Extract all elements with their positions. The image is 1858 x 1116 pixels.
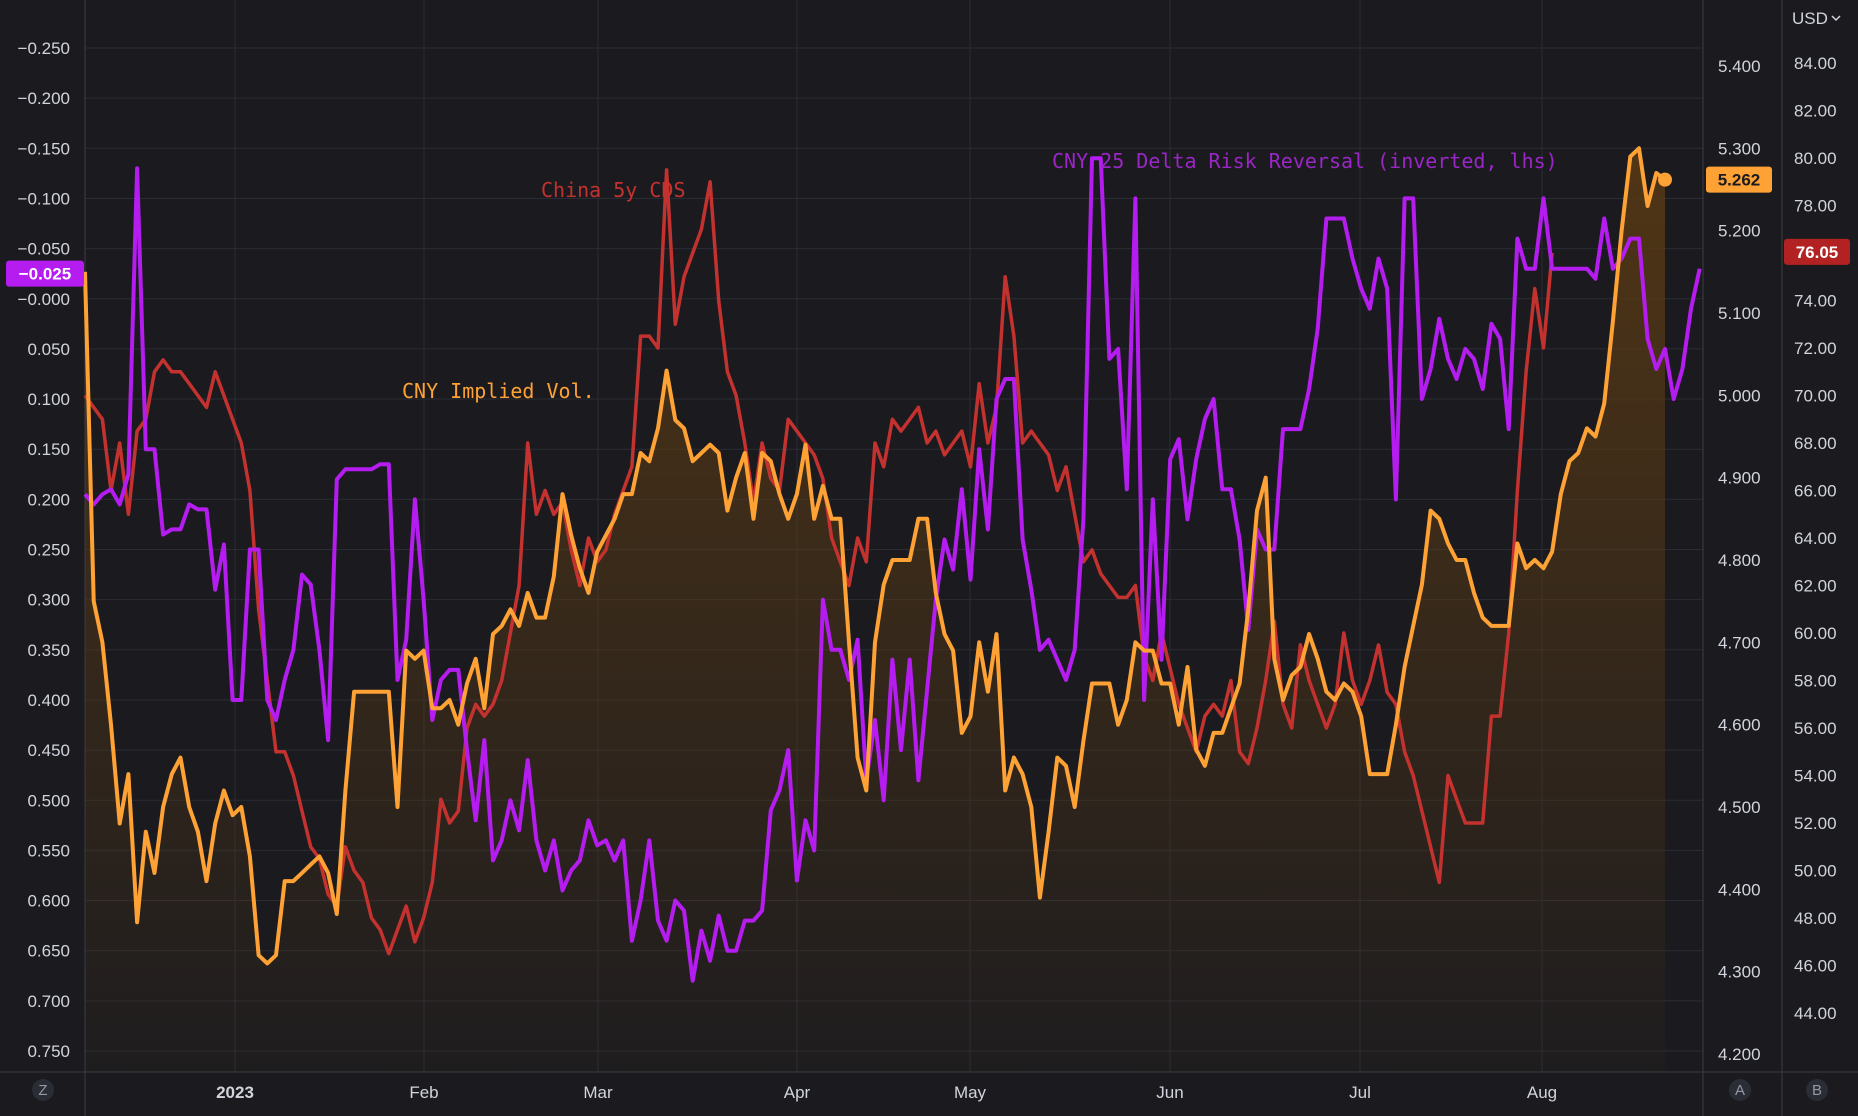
right-outer-tick-label: 68.00 — [1794, 434, 1837, 453]
right-outer-tick-label: 82.00 — [1794, 102, 1837, 121]
scale-mode-z-button[interactable]: Z — [32, 1079, 54, 1101]
left-tick-label: 0.250 — [27, 541, 70, 560]
right-inner-tick-label: 4.600 — [1718, 716, 1761, 735]
right-inner-tick-label: 4.900 — [1718, 469, 1761, 488]
auto-scale-button[interactable]: A — [1729, 1079, 1751, 1101]
chevron-down-icon[interactable] — [1831, 15, 1841, 22]
right-inner-tick-label: 5.400 — [1718, 57, 1761, 76]
right-inner-tick-label: 4.400 — [1718, 880, 1761, 899]
scale-b-label[interactable]: B — [1812, 1082, 1822, 1099]
time-tick-label: Aug — [1527, 1083, 1557, 1102]
right-inner-tick-label: 4.500 — [1718, 798, 1761, 817]
left-tick-label: 0.700 — [27, 992, 70, 1011]
series-label-implied-vol: CNY Implied Vol. — [402, 379, 595, 403]
left-tick-label: 0.550 — [27, 841, 70, 860]
series-lines — [83, 146, 1702, 983]
right-inner-tick-label: 4.800 — [1718, 551, 1761, 570]
right-outer-tick-label: 52.00 — [1794, 814, 1837, 833]
left-tick-label: −0.000 — [18, 290, 70, 309]
right-inner-axis[interactable]: 5.400 5.300 5.200 5.100 5.000 4.900 4.800 4.700… — [1718, 57, 1761, 1064]
left-tick-label: 0.200 — [27, 490, 70, 509]
time-tick-label: Apr — [784, 1083, 811, 1102]
left-tick-label: 0.150 — [27, 440, 70, 459]
left-axis[interactable]: −0.250 −0.200 −0.150 −0.100 −0.050 −0.000 0.05… — [18, 39, 70, 1061]
right-outer-tick-label: 80.00 — [1794, 149, 1837, 168]
left-tick-label: −0.100 — [18, 189, 70, 208]
time-tick-label: 2023 — [216, 1083, 254, 1102]
left-tick-label: 0.350 — [27, 641, 70, 660]
left-tick-label: 0.450 — [27, 741, 70, 760]
right-inner-tick-label: 4.300 — [1718, 963, 1761, 982]
cds-badge: 76.05 — [1796, 243, 1839, 262]
right-outer-tick-label: 46.00 — [1794, 957, 1837, 976]
right-inner-tick-label: 5.000 — [1718, 386, 1761, 405]
right-outer-tick-label: 84.00 — [1794, 54, 1837, 73]
right-outer-tick-label: 60.00 — [1794, 624, 1837, 643]
left-tick-label: 0.050 — [27, 340, 70, 359]
series-line-cds — [83, 168, 1554, 956]
cds-badge-bg — [1784, 238, 1850, 265]
last-value-badges: −0.025 5.262 76.05 — [6, 166, 1850, 287]
implied-vol-area — [85, 148, 1665, 1073]
right-outer-axis[interactable]: 84.0082.0080.0078.0076.0074.0072.0070.00… — [1794, 54, 1837, 1023]
left-tick-label: 0.600 — [27, 892, 70, 911]
right-inner-tick-label: 5.100 — [1718, 304, 1761, 323]
time-tick-label: Jun — [1156, 1083, 1183, 1102]
series-label-risk-reversal: CNY 25 Delta Risk Reversal (inverted, lh… — [1052, 149, 1558, 173]
left-tick-label: −0.050 — [18, 240, 70, 259]
currency-menu[interactable]: USD — [1792, 9, 1841, 28]
right-outer-tick-label: 72.00 — [1794, 339, 1837, 358]
time-axis[interactable]: 2023 Feb Mar Apr May Jun Jul Aug — [216, 1083, 1557, 1102]
left-tick-label: 0.100 — [27, 390, 70, 409]
series-line-risk-reversal — [83, 156, 1702, 983]
right-outer-tick-label: 56.00 — [1794, 719, 1837, 738]
right-outer-tick-label: 50.00 — [1794, 862, 1837, 881]
series-label-cds: China 5y CDS — [541, 178, 686, 202]
left-tick-label: −0.150 — [18, 139, 70, 158]
right-outer-tick-label: 70.00 — [1794, 387, 1837, 406]
time-tick-label: Mar — [583, 1083, 613, 1102]
left-tick-label: −0.200 — [18, 89, 70, 108]
left-tick-label: 0.650 — [27, 942, 70, 961]
right-inner-tick-label: 5.300 — [1718, 139, 1761, 158]
time-tick-label: Jul — [1349, 1083, 1371, 1102]
left-tick-label: −0.250 — [18, 39, 70, 58]
right-inner-tick-label: 4.200 — [1718, 1045, 1761, 1064]
implied-vol-badge-bg — [1706, 166, 1772, 193]
implied-vol-badge: 5.262 — [1718, 171, 1761, 190]
left-tick-label: 0.300 — [27, 591, 70, 610]
right-outer-tick-label: 78.00 — [1794, 197, 1837, 216]
series-line-implied-vol — [83, 146, 1667, 966]
left-tick-label: 0.500 — [27, 791, 70, 810]
risk-reversal-badge: −0.025 — [19, 265, 71, 284]
right-outer-tick-label: 66.00 — [1794, 482, 1837, 501]
implied-vol-last-point — [1658, 172, 1672, 187]
right-inner-tick-label: 5.200 — [1718, 222, 1761, 241]
implied-vol-area-fill — [85, 148, 1665, 1073]
left-tick-label: 0.750 — [27, 1042, 70, 1061]
right-outer-tick-label: 62.00 — [1794, 577, 1837, 596]
right-outer-tick-label: 48.00 — [1794, 909, 1837, 928]
time-tick-label: Feb — [409, 1083, 438, 1102]
currency-label[interactable]: USD — [1792, 9, 1828, 28]
risk-reversal-badge-bg — [6, 260, 84, 287]
scale-b-button[interactable]: B — [1806, 1079, 1828, 1101]
scale-mode-z-label[interactable]: Z — [38, 1082, 47, 1099]
right-outer-tick-label: 44.00 — [1794, 1004, 1837, 1023]
right-outer-tick-label: 74.00 — [1794, 292, 1837, 311]
right-outer-tick-label: 58.00 — [1794, 672, 1837, 691]
right-outer-tick-label: 64.00 — [1794, 529, 1837, 548]
time-tick-label: May — [954, 1083, 987, 1102]
left-tick-label: 0.400 — [27, 691, 70, 710]
auto-scale-label[interactable]: A — [1735, 1082, 1745, 1099]
right-outer-tick-label: 54.00 — [1794, 767, 1837, 786]
right-inner-tick-label: 4.700 — [1718, 633, 1761, 652]
